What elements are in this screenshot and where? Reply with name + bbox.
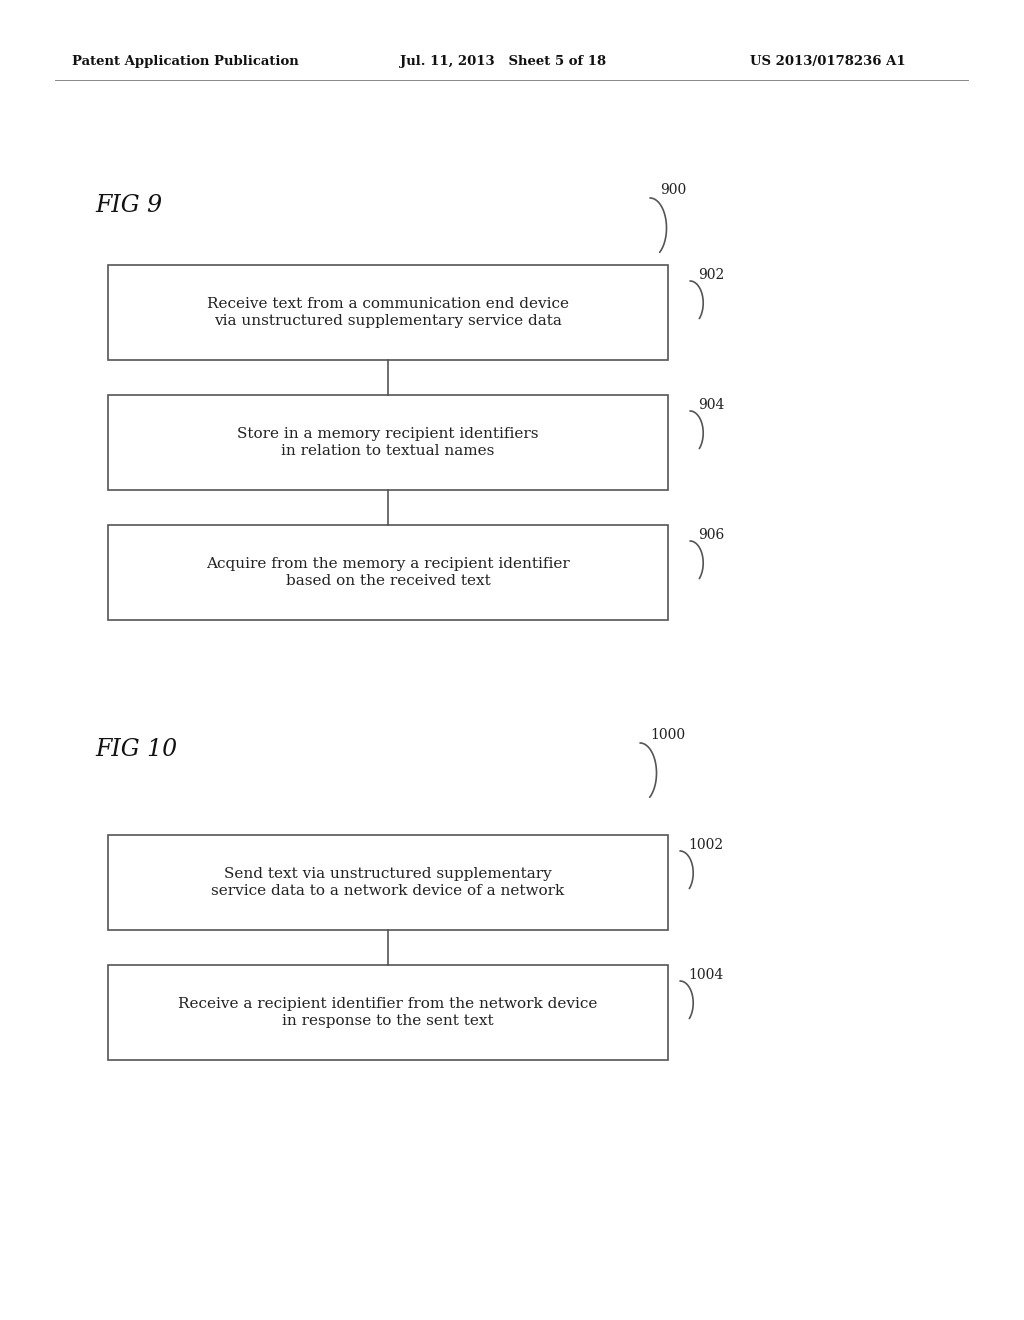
Text: Receive text from a communication end device
via unstructured supplementary serv: Receive text from a communication end de… xyxy=(207,297,569,327)
Text: Acquire from the memory a recipient identifier
based on the received text: Acquire from the memory a recipient iden… xyxy=(206,557,570,587)
Bar xyxy=(108,395,668,490)
Text: Store in a memory recipient identifiers
in relation to textual names: Store in a memory recipient identifiers … xyxy=(238,428,539,458)
Bar xyxy=(108,265,668,360)
Text: Receive a recipient identifier from the network device
in response to the sent t: Receive a recipient identifier from the … xyxy=(178,998,598,1027)
Bar xyxy=(108,525,668,620)
Text: 900: 900 xyxy=(660,183,686,197)
Text: Patent Application Publication: Patent Application Publication xyxy=(72,55,299,69)
Bar xyxy=(108,965,668,1060)
Text: 904: 904 xyxy=(698,399,724,412)
Text: 906: 906 xyxy=(698,528,724,543)
Text: 1004: 1004 xyxy=(688,968,723,982)
Text: FIG 10: FIG 10 xyxy=(95,738,177,762)
Text: Send text via unstructured supplementary
service data to a network device of a n: Send text via unstructured supplementary… xyxy=(211,867,564,898)
Text: 1002: 1002 xyxy=(688,838,723,851)
Bar xyxy=(108,836,668,931)
Text: Jul. 11, 2013   Sheet 5 of 18: Jul. 11, 2013 Sheet 5 of 18 xyxy=(400,55,606,69)
Text: US 2013/0178236 A1: US 2013/0178236 A1 xyxy=(750,55,905,69)
Text: FIG 9: FIG 9 xyxy=(95,194,162,216)
Text: 1000: 1000 xyxy=(650,729,685,742)
Text: 902: 902 xyxy=(698,268,724,282)
